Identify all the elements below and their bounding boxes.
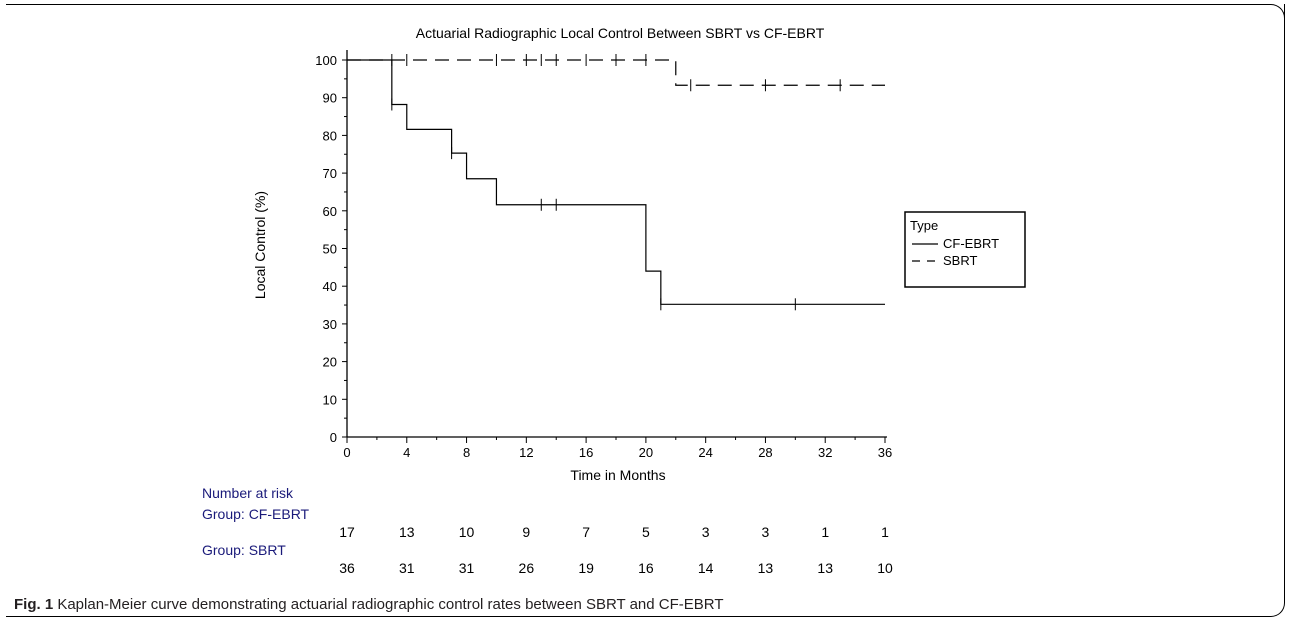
y-tick-label: 10	[323, 392, 337, 407]
legend-title: Type	[910, 218, 938, 233]
legend: Type CF-EBRT SBRT	[904, 211, 1026, 288]
chart-title: Actuarial Radiographic Local Control Bet…	[416, 25, 825, 41]
risk-group-label: Group: SBRT	[202, 542, 286, 558]
legend-label-sbrt: SBRT	[943, 253, 977, 268]
risk-table-heading: Number at risk	[202, 485, 294, 501]
y-tick-label: 100	[315, 53, 337, 68]
risk-value: 7	[582, 524, 590, 540]
caption-text: Kaplan-Meier curve demonstrating actuari…	[53, 596, 724, 613]
y-axis-label: Local Control (%)	[252, 191, 268, 299]
risk-value: 10	[877, 560, 893, 576]
risk-value: 14	[698, 560, 714, 576]
y-tick-label: 90	[323, 91, 337, 106]
series-cf-ebrt-line	[347, 59, 885, 305]
x-tick-label: 4	[403, 445, 410, 460]
y-tick-label: 20	[323, 355, 337, 370]
y-tick-label: 80	[323, 128, 337, 143]
y-tick-label: 40	[323, 279, 337, 294]
risk-value: 13	[758, 560, 774, 576]
y-tick-label: 50	[323, 242, 337, 257]
risk-value: 3	[702, 524, 710, 540]
x-tick-label: 0	[343, 445, 350, 460]
y-tick-label: 70	[323, 166, 337, 181]
risk-value: 31	[399, 560, 415, 576]
x-tick-label: 36	[878, 445, 892, 460]
figure-caption: Fig. 1 Kaplan-Meier curve demonstrating …	[14, 596, 724, 613]
risk-value: 9	[522, 524, 530, 540]
x-tick-label: 20	[639, 445, 653, 460]
km-chart: Actuarial Radiographic Local Control Bet…	[202, 25, 1026, 576]
risk-value: 3	[762, 524, 770, 540]
risk-value: 26	[519, 560, 535, 576]
x-tick-label: 16	[579, 445, 593, 460]
risk-value: 1	[821, 524, 829, 540]
series-sbrt-line	[347, 59, 885, 86]
y-tick-label: 30	[323, 317, 337, 332]
risk-value: 16	[638, 560, 654, 576]
risk-value: 31	[459, 560, 475, 576]
risk-value: 5	[642, 524, 650, 540]
risk-value: 10	[459, 524, 475, 540]
risk-value: 19	[578, 560, 594, 576]
axes: 0 10 20 30 40 50 60 70 80 90 100 0 4 8 12 16 20 24 28 32 36	[315, 50, 892, 460]
risk-value: 36	[339, 560, 355, 576]
x-tick-label: 24	[698, 445, 712, 460]
risk-group-label: Group: CF-EBRT	[202, 506, 310, 522]
series-layer	[347, 54, 885, 311]
y-tick-label: 0	[330, 430, 337, 445]
caption-label: Fig. 1	[14, 596, 54, 613]
legend-label-cf-ebrt: CF-EBRT	[943, 236, 999, 251]
y-tick-label: 60	[323, 204, 337, 219]
x-tick-label: 12	[519, 445, 533, 460]
x-tick-label: 28	[758, 445, 772, 460]
risk-value: 13	[817, 560, 833, 576]
risk-value: 13	[399, 524, 415, 540]
x-tick-label: 32	[818, 445, 832, 460]
x-tick-label: 8	[463, 445, 470, 460]
figure-frame	[6, 4, 1285, 617]
legend-box	[904, 211, 1026, 288]
risk-value: 1	[881, 524, 889, 540]
risk-value: 17	[339, 524, 355, 540]
x-axis-label: Time in Months	[570, 467, 665, 483]
